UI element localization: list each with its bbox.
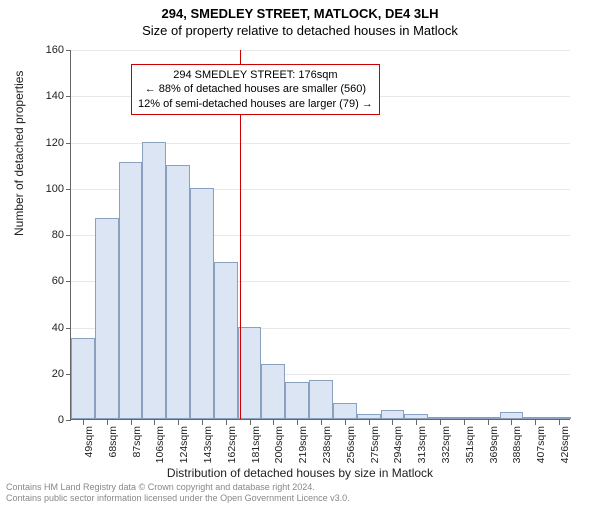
histogram-bar xyxy=(523,417,547,419)
plot-area: 02040608010012014016049sqm68sqm87sqm106s… xyxy=(70,50,570,420)
histogram-bar xyxy=(500,412,524,419)
footer-line-1: Contains HM Land Registry data © Crown c… xyxy=(6,482,350,493)
x-tick-mark xyxy=(345,420,346,425)
histogram-bar xyxy=(214,262,238,419)
histogram-bar xyxy=(357,414,381,419)
y-tick-label: 0 xyxy=(34,414,64,426)
histogram-bar xyxy=(333,403,357,419)
y-tick-label: 20 xyxy=(34,368,64,380)
y-axis-label: Number of detached properties xyxy=(12,71,26,236)
page-subtitle: Size of property relative to detached ho… xyxy=(0,23,600,38)
histogram-bar xyxy=(261,364,285,420)
x-axis-label: Distribution of detached houses by size … xyxy=(0,466,600,480)
y-tick-label: 160 xyxy=(34,44,64,56)
x-tick-mark xyxy=(107,420,108,425)
histogram-bar xyxy=(95,218,119,419)
x-tick-mark xyxy=(559,420,560,425)
x-tick-mark xyxy=(154,420,155,425)
y-tick-mark xyxy=(66,420,71,421)
footer-attribution: Contains HM Land Registry data © Crown c… xyxy=(6,482,350,504)
histogram-bar xyxy=(119,162,143,419)
annotation-box: 294 SMEDLEY STREET: 176sqm← 88% of detac… xyxy=(131,64,380,115)
x-tick-mark xyxy=(488,420,489,425)
y-tick-mark xyxy=(66,143,71,144)
y-tick-mark xyxy=(66,50,71,51)
y-tick-mark xyxy=(66,281,71,282)
x-tick-mark xyxy=(321,420,322,425)
x-tick-mark xyxy=(464,420,465,425)
x-tick-mark xyxy=(131,420,132,425)
footer-line-2: Contains public sector information licen… xyxy=(6,493,350,504)
y-tick-mark xyxy=(66,96,71,97)
x-tick-mark xyxy=(511,420,512,425)
gridline xyxy=(71,50,570,51)
y-tick-label: 100 xyxy=(34,183,64,195)
histogram-bar xyxy=(285,382,309,419)
annotation-line: 294 SMEDLEY STREET: 176sqm xyxy=(138,68,373,82)
x-tick-mark xyxy=(440,420,441,425)
histogram-bar xyxy=(404,414,428,419)
x-tick-mark xyxy=(226,420,227,425)
histogram-bar xyxy=(238,327,262,420)
x-tick-mark xyxy=(273,420,274,425)
annotation-line: 12% of semi-detached houses are larger (… xyxy=(138,97,373,111)
histogram-bar xyxy=(166,165,190,419)
x-tick-mark xyxy=(369,420,370,425)
y-tick-label: 140 xyxy=(34,90,64,102)
histogram-bar xyxy=(309,380,333,419)
histogram-chart: 02040608010012014016049sqm68sqm87sqm106s… xyxy=(70,50,570,420)
x-tick-mark xyxy=(392,420,393,425)
y-tick-label: 60 xyxy=(34,275,64,287)
y-tick-label: 40 xyxy=(34,322,64,334)
x-tick-mark xyxy=(250,420,251,425)
histogram-bar xyxy=(71,338,95,419)
y-tick-mark xyxy=(66,189,71,190)
histogram-bar xyxy=(476,417,500,419)
y-tick-mark xyxy=(66,235,71,236)
x-tick-mark xyxy=(83,420,84,425)
y-tick-label: 80 xyxy=(34,229,64,241)
histogram-bar xyxy=(190,188,214,419)
y-tick-mark xyxy=(66,328,71,329)
histogram-bar xyxy=(547,417,571,419)
x-tick-mark xyxy=(178,420,179,425)
x-tick-mark xyxy=(202,420,203,425)
y-tick-label: 120 xyxy=(34,137,64,149)
histogram-bar xyxy=(142,142,166,420)
annotation-line: ← 88% of detached houses are smaller (56… xyxy=(138,82,373,96)
x-tick-mark xyxy=(297,420,298,425)
histogram-bar xyxy=(381,410,405,419)
x-tick-mark xyxy=(535,420,536,425)
histogram-bar xyxy=(452,417,476,419)
page-title: 294, SMEDLEY STREET, MATLOCK, DE4 3LH xyxy=(0,6,600,21)
histogram-bar xyxy=(428,417,452,419)
x-tick-mark xyxy=(416,420,417,425)
